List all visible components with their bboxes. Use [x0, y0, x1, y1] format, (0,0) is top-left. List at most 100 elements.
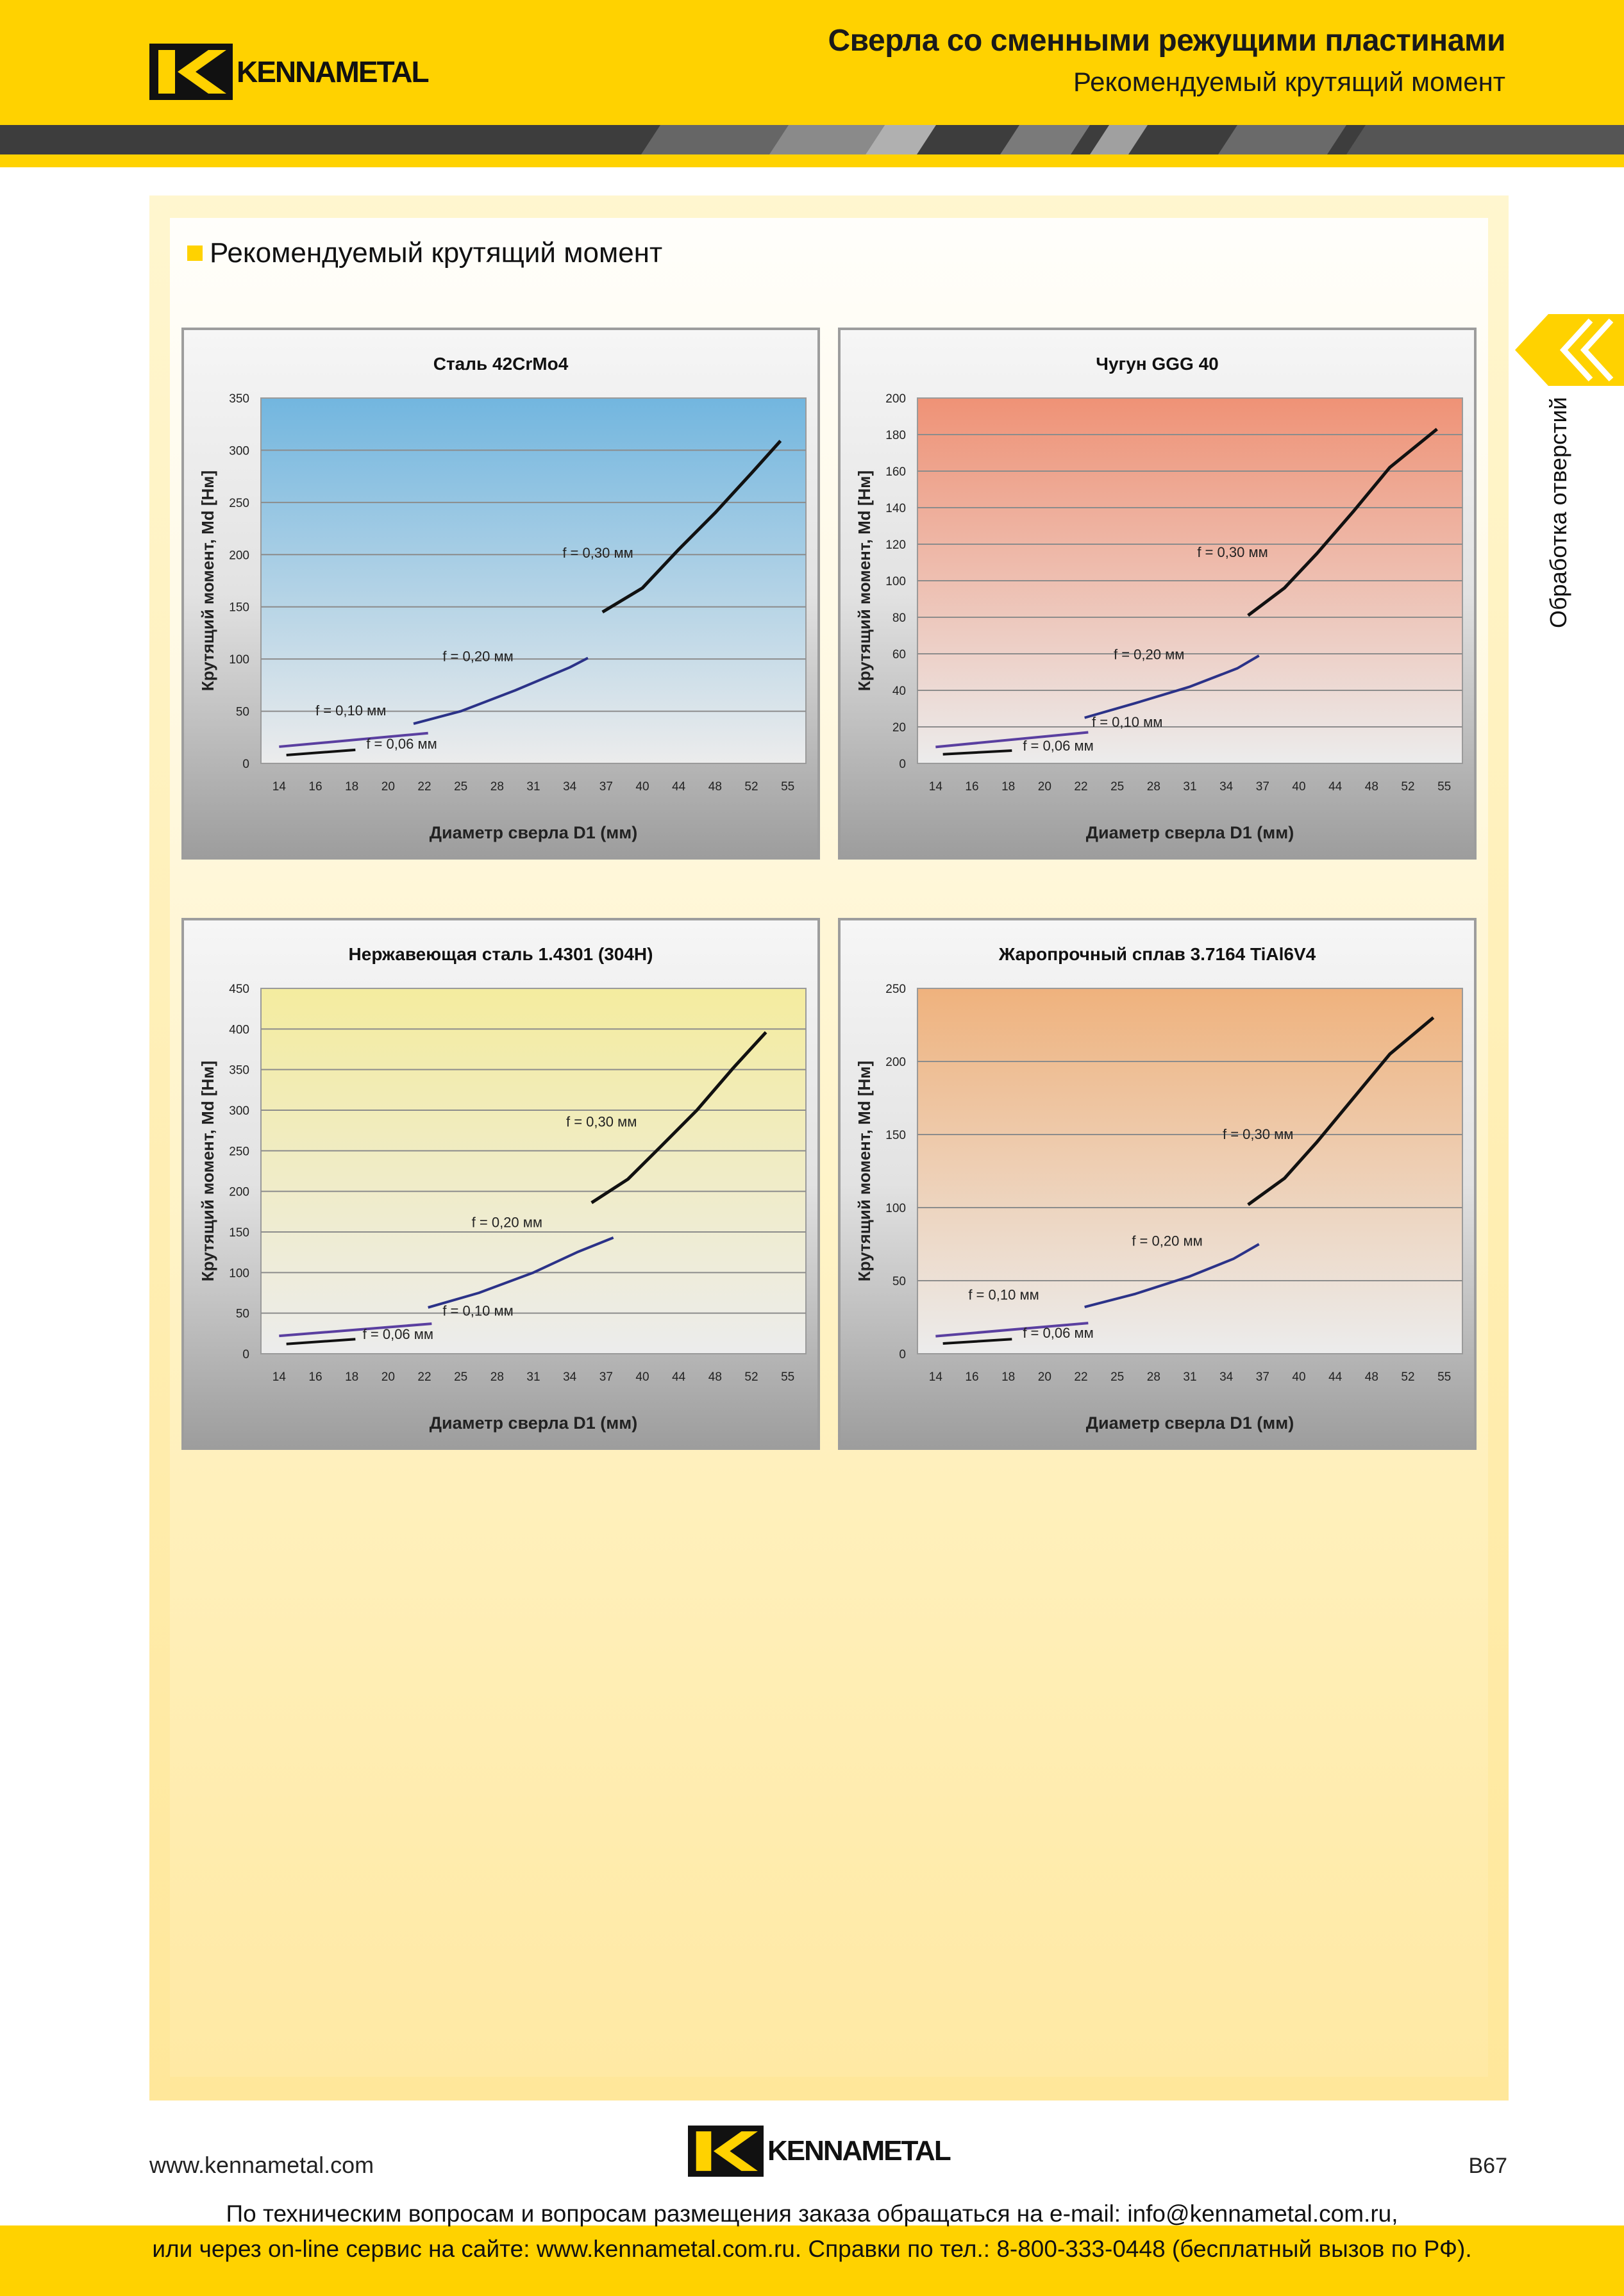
footer-brand: KENNAMETAL [767, 2135, 951, 2167]
plot-area [260, 988, 807, 1354]
y-tick-label: 100 [229, 653, 249, 667]
x-tick-label: 44 [1328, 780, 1343, 794]
series-line [601, 440, 782, 614]
x-tick-label: 55 [781, 1370, 794, 1384]
series-label: f = 0,06 мм [363, 1326, 433, 1342]
x-tick-label: 48 [1365, 1370, 1378, 1384]
x-tick-label: 18 [345, 780, 358, 794]
x-tick-label: 55 [781, 780, 794, 794]
x-axis-label: Диаметр сверла D1 (мм) [430, 823, 637, 842]
x-tick-label: 52 [744, 780, 758, 794]
x-tick-label: 14 [272, 780, 287, 794]
x-tick-label: 25 [454, 780, 467, 794]
x-tick-label: 22 [417, 1370, 431, 1384]
x-tick-label: 52 [1401, 1370, 1414, 1384]
chart-svg: Чугун GGG 40 0 20 40 60 80 100 120 140 160 180 200 1… [855, 354, 1463, 842]
y-tick-label: 50 [892, 1275, 906, 1288]
series-line [279, 1322, 432, 1338]
chart-steel: Сталь 42CrMo4 0 50 100 150 200 250 300 350 14 16 18… [181, 328, 820, 860]
series-line [1247, 428, 1438, 617]
series-line [1084, 1243, 1260, 1308]
page-header [0, 0, 1624, 125]
x-tick-label: 31 [526, 780, 540, 794]
y-tick-label: 50 [236, 1308, 249, 1321]
x-tick-label: 37 [599, 1370, 613, 1384]
y-tick-label: 200 [885, 392, 906, 406]
y-tick-label: 250 [885, 983, 906, 996]
side-tab-label: Обработка отверстий [1545, 397, 1571, 628]
header-stripe-yellow [0, 154, 1624, 167]
series-line [1247, 1016, 1435, 1206]
x-tick-label: 28 [1147, 1370, 1160, 1384]
x-tick-label: 16 [308, 1370, 322, 1384]
chart-stainless: Нержавеющая сталь 1.4301 (304H) 0 50 100 150… [181, 918, 820, 1450]
x-tick-label: 22 [1074, 780, 1087, 794]
x-tick-label: 44 [672, 1370, 686, 1384]
chart-superalloy: Жаропрочный сплав 3.7164 TiAl6V4 0 50 100 15… [838, 918, 1477, 1450]
footer-url[interactable]: www.kennametal.com [149, 2152, 374, 2178]
series-line [935, 731, 1089, 749]
y-axis-label: Крутящий момент, Md [Нм] [198, 1061, 217, 1281]
series-line [590, 1031, 767, 1204]
x-axis-label: Диаметр сверла D1 (мм) [430, 1413, 637, 1433]
x-tick-label: 37 [599, 780, 613, 794]
y-tick-label: 40 [892, 685, 906, 698]
series-label: f = 0,20 мм [1114, 647, 1184, 663]
chart-svg: Нержавеющая сталь 1.4301 (304H) 0 50 100 150… [198, 944, 807, 1433]
y-tick-label: 50 [236, 706, 249, 719]
x-tick-label: 31 [526, 1370, 540, 1384]
y-tick-label: 400 [229, 1023, 249, 1036]
footer-logo: KENNAMETAL [688, 2125, 951, 2177]
y-tick-label: 80 [892, 611, 906, 625]
series-label: f = 0,10 мм [968, 1287, 1039, 1303]
x-tick-label: 20 [381, 1370, 395, 1384]
x-tick-label: 16 [308, 780, 322, 794]
y-tick-label: 120 [885, 538, 906, 552]
series-label: f = 0,30 мм [1223, 1126, 1293, 1142]
x-axis-label: Диаметр сверла D1 (мм) [1086, 1413, 1294, 1433]
chart-svg: Жаропрочный сплав 3.7164 TiAl6V4 0 50 100 15… [855, 944, 1463, 1433]
kennametal-k-icon [149, 44, 233, 100]
x-tick-label: 40 [1292, 1370, 1305, 1384]
page-title: Сверла со сменными режущими пластинами [828, 24, 1505, 58]
contact-line-1: По техническим вопросам и вопросам разме… [226, 2200, 1398, 2227]
y-tick-label: 300 [229, 444, 249, 458]
x-tick-label: 44 [672, 780, 686, 794]
series-line [413, 656, 589, 726]
x-tick-label: 28 [1147, 780, 1160, 794]
x-tick-label: 34 [563, 1370, 577, 1384]
y-axis-label: Крутящий момент, Md [Нм] [855, 1061, 874, 1281]
series-line [279, 731, 428, 748]
header-logo: KENNAMETAL [149, 44, 430, 100]
x-tick-label: 31 [1183, 780, 1196, 794]
x-tick-label: 18 [1001, 780, 1015, 794]
y-tick-label: 160 [885, 465, 906, 479]
series-label: f = 0,20 мм [472, 1214, 542, 1230]
series-label: f = 0,10 мм [1092, 714, 1162, 730]
x-tick-label: 37 [1256, 1370, 1269, 1384]
y-tick-label: 20 [892, 721, 906, 735]
x-tick-label: 25 [1110, 780, 1124, 794]
x-tick-label: 16 [965, 780, 978, 794]
chart-cast-iron: Чугун GGG 40 0 20 40 60 80 100 120 140 160 180 200 1… [838, 328, 1477, 860]
y-tick-label: 300 [229, 1104, 249, 1118]
series-line [1084, 654, 1260, 719]
x-tick-label: 40 [635, 780, 649, 794]
chart-title: Жаропрочный сплав 3.7164 TiAl6V4 [998, 944, 1316, 964]
series-label: f = 0,30 мм [566, 1113, 637, 1129]
x-tick-label: 48 [708, 780, 722, 794]
x-tick-label: 22 [1074, 1370, 1087, 1384]
y-tick-label: 150 [885, 1129, 906, 1142]
y-tick-label: 200 [229, 1186, 249, 1199]
series-line [286, 748, 356, 756]
series-line [942, 749, 1012, 756]
y-tick-label: 150 [229, 601, 249, 615]
x-tick-label: 34 [1219, 780, 1234, 794]
x-tick-label: 55 [1437, 780, 1451, 794]
header-brand: KENNAMETAL [237, 55, 430, 88]
series-line [935, 1322, 1089, 1338]
y-axis-label: Крутящий момент, Md [Нм] [198, 470, 217, 691]
x-tick-label: 55 [1437, 1370, 1451, 1384]
y-tick-label: 100 [885, 1202, 906, 1215]
series-label: f = 0,30 мм [562, 545, 633, 561]
